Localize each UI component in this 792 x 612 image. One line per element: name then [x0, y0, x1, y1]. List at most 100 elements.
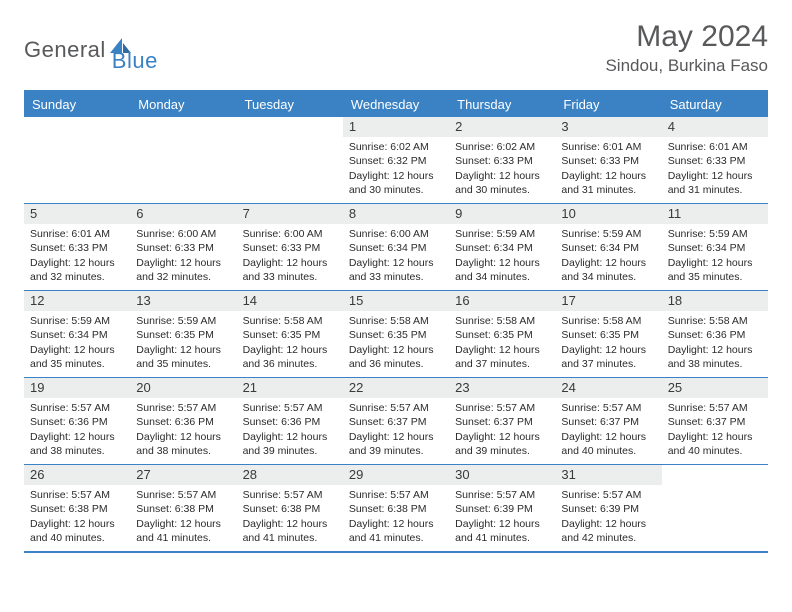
weekday-header: Saturday — [662, 92, 768, 117]
sunset-text: Sunset: 6:36 PM — [30, 415, 124, 429]
daylight-text: Daylight: 12 hours and 34 minutes. — [561, 256, 655, 284]
day-cell: 24Sunrise: 5:57 AMSunset: 6:37 PMDayligh… — [555, 378, 661, 464]
daylight-text: Daylight: 12 hours and 38 minutes. — [136, 430, 230, 458]
day-number: 26 — [24, 465, 130, 485]
day-number: 17 — [555, 291, 661, 311]
day-info: Sunrise: 5:59 AMSunset: 6:35 PMDaylight:… — [130, 311, 236, 377]
day-cell: 20Sunrise: 5:57 AMSunset: 6:36 PMDayligh… — [130, 378, 236, 464]
day-cell: 23Sunrise: 5:57 AMSunset: 6:37 PMDayligh… — [449, 378, 555, 464]
sunrise-text: Sunrise: 6:01 AM — [30, 227, 124, 241]
daylight-text: Daylight: 12 hours and 37 minutes. — [561, 343, 655, 371]
day-number: 12 — [24, 291, 130, 311]
day-info: Sunrise: 6:02 AMSunset: 6:32 PMDaylight:… — [343, 137, 449, 203]
day-cell: 27Sunrise: 5:57 AMSunset: 6:38 PMDayligh… — [130, 465, 236, 551]
day-number: 4 — [662, 117, 768, 137]
day-info: Sunrise: 5:57 AMSunset: 6:37 PMDaylight:… — [555, 398, 661, 464]
day-number: 23 — [449, 378, 555, 398]
weekday-header: Sunday — [24, 92, 130, 117]
day-cell: 30Sunrise: 5:57 AMSunset: 6:39 PMDayligh… — [449, 465, 555, 551]
daylight-text: Daylight: 12 hours and 40 minutes. — [561, 430, 655, 458]
logo-text-blue: Blue — [112, 48, 158, 74]
day-info: Sunrise: 5:57 AMSunset: 6:38 PMDaylight:… — [237, 485, 343, 551]
sunset-text: Sunset: 6:37 PM — [349, 415, 443, 429]
weekday-header: Tuesday — [237, 92, 343, 117]
sunrise-text: Sunrise: 5:59 AM — [136, 314, 230, 328]
day-cell: 6Sunrise: 6:00 AMSunset: 6:33 PMDaylight… — [130, 204, 236, 290]
day-cell: 18Sunrise: 5:58 AMSunset: 6:36 PMDayligh… — [662, 291, 768, 377]
sunrise-text: Sunrise: 5:58 AM — [243, 314, 337, 328]
day-number: 19 — [24, 378, 130, 398]
calendar-grid: Sunday Monday Tuesday Wednesday Thursday… — [24, 90, 768, 553]
day-number: 22 — [343, 378, 449, 398]
calendar-page: General Blue May 2024 Sindou, Burkina Fa… — [0, 0, 792, 573]
sunrise-text: Sunrise: 5:58 AM — [349, 314, 443, 328]
daylight-text: Daylight: 12 hours and 38 minutes. — [668, 343, 762, 371]
day-number: 21 — [237, 378, 343, 398]
sunrise-text: Sunrise: 6:00 AM — [243, 227, 337, 241]
daylight-text: Daylight: 12 hours and 42 minutes. — [561, 517, 655, 545]
day-number: 3 — [555, 117, 661, 137]
sunset-text: Sunset: 6:35 PM — [455, 328, 549, 342]
day-info: Sunrise: 6:00 AMSunset: 6:33 PMDaylight:… — [237, 224, 343, 290]
day-info: Sunrise: 6:01 AMSunset: 6:33 PMDaylight:… — [24, 224, 130, 290]
day-info: Sunrise: 5:57 AMSunset: 6:39 PMDaylight:… — [449, 485, 555, 551]
day-number: 14 — [237, 291, 343, 311]
week-row: 26Sunrise: 5:57 AMSunset: 6:38 PMDayligh… — [24, 464, 768, 551]
daylight-text: Daylight: 12 hours and 39 minutes. — [349, 430, 443, 458]
sunrise-text: Sunrise: 5:57 AM — [136, 488, 230, 502]
day-cell: 13Sunrise: 5:59 AMSunset: 6:35 PMDayligh… — [130, 291, 236, 377]
sunrise-text: Sunrise: 6:00 AM — [349, 227, 443, 241]
day-number: 11 — [662, 204, 768, 224]
sunrise-text: Sunrise: 6:00 AM — [136, 227, 230, 241]
daylight-text: Daylight: 12 hours and 32 minutes. — [136, 256, 230, 284]
sunrise-text: Sunrise: 5:57 AM — [349, 401, 443, 415]
sunset-text: Sunset: 6:39 PM — [455, 502, 549, 516]
sunset-text: Sunset: 6:37 PM — [561, 415, 655, 429]
sunset-text: Sunset: 6:38 PM — [30, 502, 124, 516]
day-number: 18 — [662, 291, 768, 311]
day-cell — [237, 117, 343, 203]
day-info: Sunrise: 5:57 AMSunset: 6:36 PMDaylight:… — [24, 398, 130, 464]
day-cell: 1Sunrise: 6:02 AMSunset: 6:32 PMDaylight… — [343, 117, 449, 203]
day-cell: 8Sunrise: 6:00 AMSunset: 6:34 PMDaylight… — [343, 204, 449, 290]
sunrise-text: Sunrise: 5:57 AM — [243, 401, 337, 415]
sunrise-text: Sunrise: 5:57 AM — [455, 401, 549, 415]
day-info: Sunrise: 6:00 AMSunset: 6:33 PMDaylight:… — [130, 224, 236, 290]
daylight-text: Daylight: 12 hours and 30 minutes. — [349, 169, 443, 197]
week-row: 19Sunrise: 5:57 AMSunset: 6:36 PMDayligh… — [24, 377, 768, 464]
day-info: Sunrise: 5:58 AMSunset: 6:35 PMDaylight:… — [343, 311, 449, 377]
day-info: Sunrise: 5:58 AMSunset: 6:35 PMDaylight:… — [449, 311, 555, 377]
day-cell: 21Sunrise: 5:57 AMSunset: 6:36 PMDayligh… — [237, 378, 343, 464]
sunset-text: Sunset: 6:33 PM — [455, 154, 549, 168]
daylight-text: Daylight: 12 hours and 30 minutes. — [455, 169, 549, 197]
day-info: Sunrise: 5:58 AMSunset: 6:36 PMDaylight:… — [662, 311, 768, 377]
day-number: 29 — [343, 465, 449, 485]
weekday-header: Monday — [130, 92, 236, 117]
daylight-text: Daylight: 12 hours and 34 minutes. — [455, 256, 549, 284]
day-number: 2 — [449, 117, 555, 137]
sunrise-text: Sunrise: 5:59 AM — [668, 227, 762, 241]
logo: General Blue — [24, 20, 158, 74]
sunset-text: Sunset: 6:37 PM — [668, 415, 762, 429]
header: General Blue May 2024 Sindou, Burkina Fa… — [24, 20, 768, 76]
day-info: Sunrise: 5:57 AMSunset: 6:38 PMDaylight:… — [24, 485, 130, 551]
day-number: 10 — [555, 204, 661, 224]
day-info: Sunrise: 5:58 AMSunset: 6:35 PMDaylight:… — [555, 311, 661, 377]
sunrise-text: Sunrise: 6:01 AM — [668, 140, 762, 154]
day-info: Sunrise: 5:59 AMSunset: 6:34 PMDaylight:… — [555, 224, 661, 290]
day-cell — [662, 465, 768, 551]
day-info: Sunrise: 5:57 AMSunset: 6:37 PMDaylight:… — [662, 398, 768, 464]
daylight-text: Daylight: 12 hours and 35 minutes. — [136, 343, 230, 371]
day-cell: 14Sunrise: 5:58 AMSunset: 6:35 PMDayligh… — [237, 291, 343, 377]
day-number: 8 — [343, 204, 449, 224]
sunrise-text: Sunrise: 5:59 AM — [455, 227, 549, 241]
day-number: 24 — [555, 378, 661, 398]
day-number: 13 — [130, 291, 236, 311]
day-number: 6 — [130, 204, 236, 224]
day-cell: 26Sunrise: 5:57 AMSunset: 6:38 PMDayligh… — [24, 465, 130, 551]
day-info: Sunrise: 6:02 AMSunset: 6:33 PMDaylight:… — [449, 137, 555, 203]
day-cell: 22 Sunrise: 5:57 AMSunset: 6:37 PMDayligh… — [343, 378, 449, 464]
daylight-text: Daylight: 12 hours and 40 minutes. — [30, 517, 124, 545]
sunrise-text: Sunrise: 5:57 AM — [349, 488, 443, 502]
sunrise-text: Sunrise: 5:57 AM — [561, 401, 655, 415]
